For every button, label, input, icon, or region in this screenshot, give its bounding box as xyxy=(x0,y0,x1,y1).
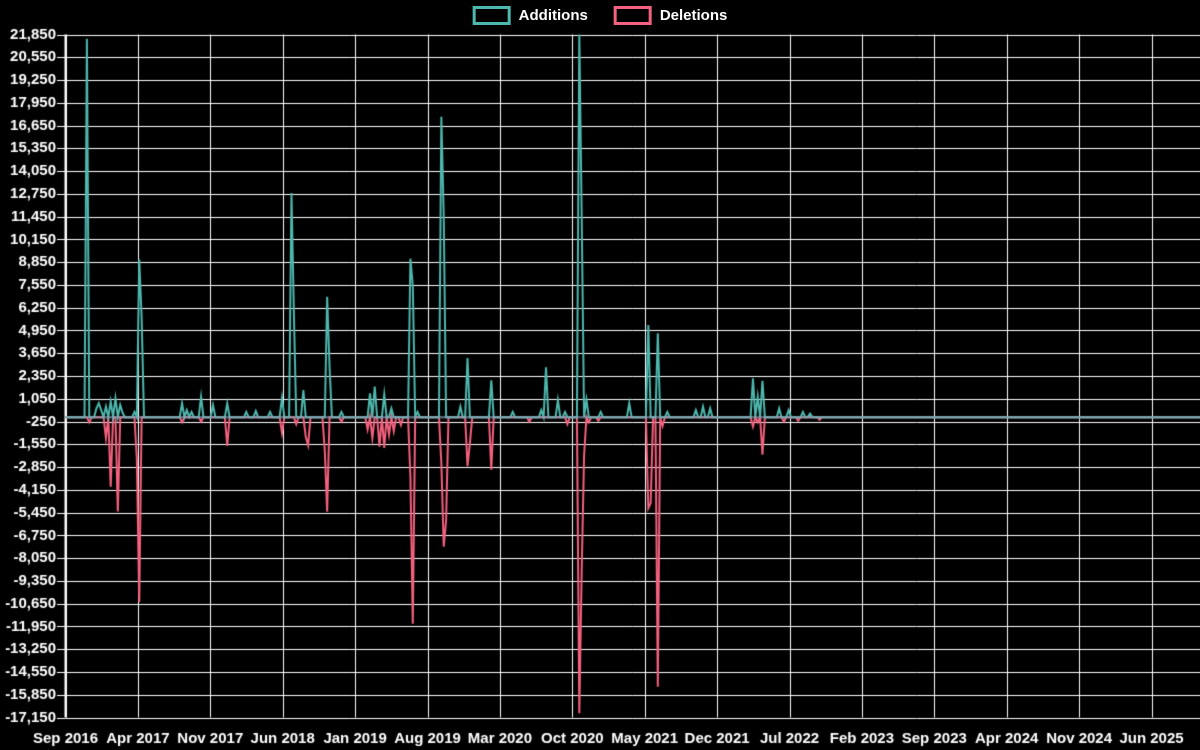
legend-item-deletions[interactable]: Deletions xyxy=(613,6,728,25)
legend-label-additions: Additions xyxy=(518,7,588,24)
legend-item-additions[interactable]: Additions xyxy=(472,6,588,25)
deletions-swatch-icon xyxy=(613,6,652,25)
chart-legend: Additions Deletions xyxy=(472,6,728,25)
additions-swatch-icon xyxy=(472,6,511,25)
legend-label-deletions: Deletions xyxy=(659,7,728,24)
